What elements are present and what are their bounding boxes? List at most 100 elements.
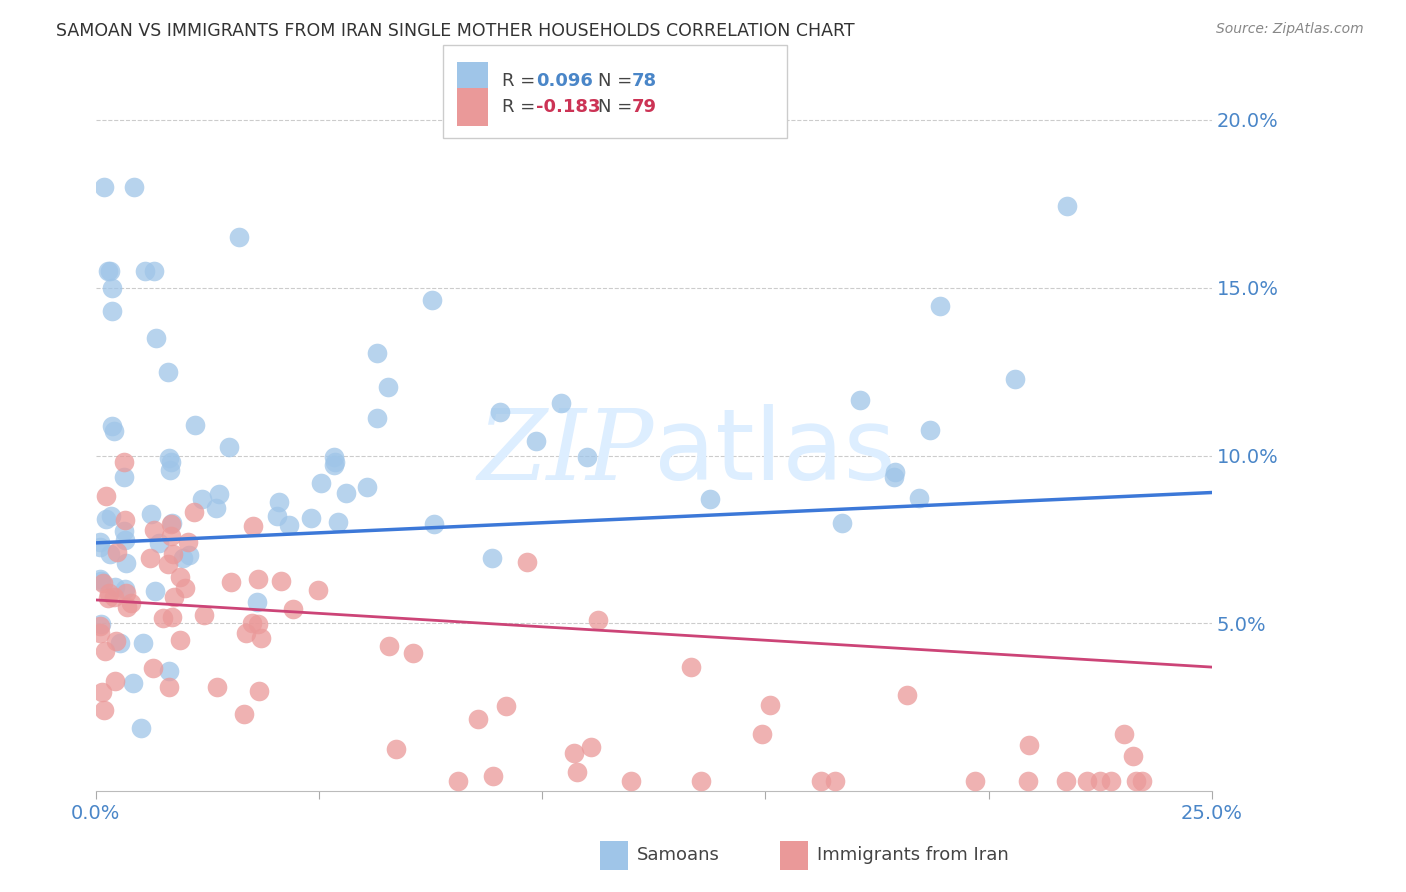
- Point: [831, 516, 853, 530]
- Point: [423, 516, 446, 531]
- Point: [122, 180, 145, 194]
- Point: [162, 547, 184, 561]
- Point: [908, 491, 931, 505]
- Point: [219, 575, 242, 590]
- Point: [177, 534, 200, 549]
- Point: [90, 616, 112, 631]
- Point: [307, 582, 329, 597]
- Point: [249, 631, 271, 645]
- Point: [160, 516, 183, 531]
- Point: [620, 774, 643, 789]
- Point: [266, 508, 288, 523]
- Point: [849, 392, 872, 407]
- Point: [207, 680, 229, 694]
- Point: [323, 455, 346, 469]
- Point: [751, 726, 773, 740]
- Point: [323, 458, 346, 472]
- Point: [96, 489, 118, 503]
- Point: [246, 595, 269, 609]
- Point: [104, 634, 127, 648]
- Point: [104, 674, 127, 689]
- Point: [1099, 774, 1122, 789]
- Point: [115, 599, 138, 614]
- Point: [586, 614, 609, 628]
- Point: [335, 486, 357, 500]
- Text: N =: N =: [598, 72, 637, 90]
- Point: [228, 230, 250, 244]
- Text: Samoans: Samoans: [637, 847, 720, 864]
- Point: [1112, 727, 1135, 741]
- Point: [159, 462, 181, 476]
- Point: [90, 574, 112, 588]
- Point: [114, 582, 136, 597]
- Point: [489, 404, 512, 418]
- Point: [112, 524, 135, 538]
- Point: [516, 555, 538, 569]
- Point: [235, 626, 257, 640]
- Point: [883, 465, 905, 479]
- Point: [97, 264, 120, 278]
- Point: [160, 516, 183, 530]
- Point: [160, 455, 183, 469]
- Point: [157, 680, 180, 694]
- Point: [148, 536, 170, 550]
- Point: [103, 590, 125, 604]
- Point: [565, 764, 588, 779]
- Point: [377, 379, 399, 393]
- Point: [824, 774, 846, 789]
- Point: [93, 703, 115, 717]
- Point: [482, 769, 505, 783]
- Point: [323, 450, 346, 464]
- Point: [447, 774, 470, 789]
- Point: [208, 487, 231, 501]
- Point: [157, 365, 180, 379]
- Point: [377, 639, 399, 653]
- Point: [101, 281, 124, 295]
- Point: [247, 616, 270, 631]
- Point: [1054, 774, 1077, 789]
- Point: [281, 602, 304, 616]
- Point: [759, 698, 782, 713]
- Point: [89, 619, 111, 633]
- Point: [97, 591, 120, 606]
- Point: [91, 685, 114, 699]
- Text: R =: R =: [502, 72, 541, 90]
- Text: Immigrants from Iran: Immigrants from Iran: [817, 847, 1008, 864]
- Point: [105, 545, 128, 559]
- Text: atlas: atlas: [654, 404, 896, 501]
- Point: [152, 611, 174, 625]
- Point: [385, 742, 408, 756]
- Point: [97, 586, 120, 600]
- Point: [89, 626, 111, 640]
- Point: [162, 610, 184, 624]
- Point: [550, 396, 572, 410]
- Point: [156, 558, 179, 572]
- Point: [193, 608, 215, 623]
- Point: [183, 505, 205, 519]
- Point: [1018, 738, 1040, 752]
- Point: [112, 455, 135, 469]
- Point: [98, 547, 121, 561]
- Point: [495, 699, 517, 714]
- Point: [1130, 774, 1153, 789]
- Point: [883, 470, 905, 484]
- Point: [190, 492, 212, 507]
- Point: [1125, 774, 1147, 789]
- Point: [184, 417, 207, 432]
- Point: [233, 706, 256, 721]
- Text: ZIP: ZIP: [478, 405, 654, 500]
- Point: [172, 551, 194, 566]
- Point: [247, 572, 270, 586]
- Point: [173, 581, 195, 595]
- Point: [115, 556, 138, 570]
- Text: Source: ZipAtlas.com: Source: ZipAtlas.com: [1216, 22, 1364, 37]
- Text: 0.096: 0.096: [536, 72, 592, 90]
- Point: [218, 441, 240, 455]
- Point: [145, 331, 167, 345]
- Point: [299, 511, 322, 525]
- Point: [143, 584, 166, 599]
- Point: [467, 712, 489, 726]
- Point: [326, 515, 349, 529]
- Point: [366, 411, 388, 425]
- Point: [929, 299, 952, 313]
